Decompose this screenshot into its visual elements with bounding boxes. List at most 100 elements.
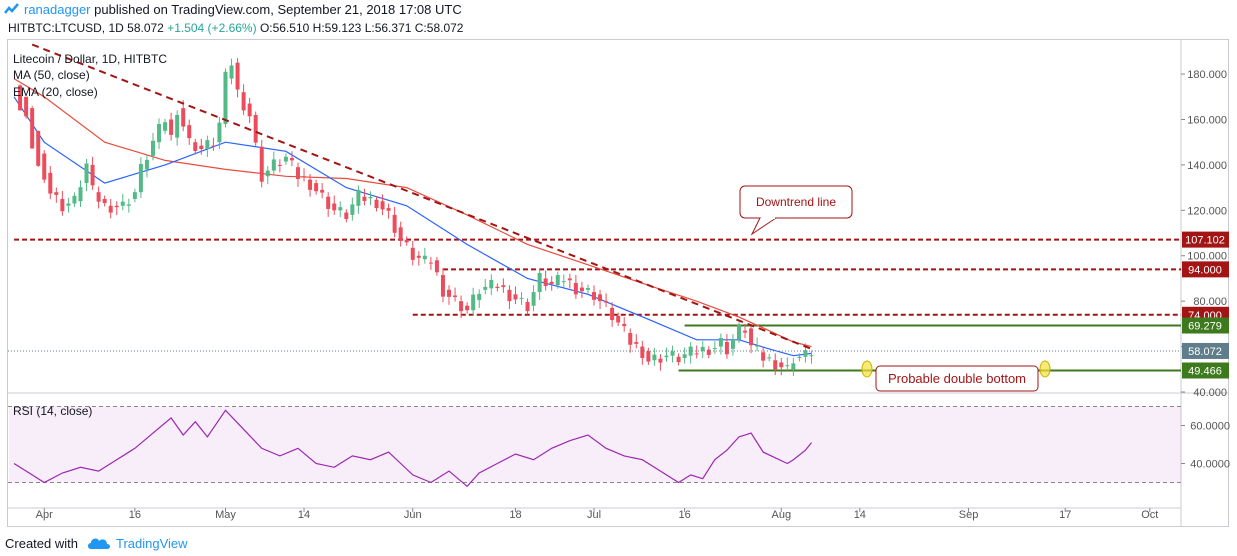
candle-body: [664, 355, 669, 358]
candle-body: [332, 203, 337, 211]
candle-body: [453, 295, 458, 298]
symbol-infobar: HITBTC:LTCUSD, 1D 58.072 +1.504 (+2.66%)…: [8, 21, 463, 35]
candle-body: [561, 281, 566, 283]
time-tick-label: 16: [129, 509, 141, 521]
candle-body: [277, 164, 282, 166]
candle-body: [380, 201, 385, 210]
candle-body: [785, 365, 790, 367]
downtrend-callout-pointer: [750, 217, 777, 236]
price-tick-label: 40.000: [1193, 387, 1227, 399]
candle-body: [598, 294, 603, 302]
publish-bar: ranadagger published on TradingView.com,…: [0, 0, 1237, 20]
candle-body: [169, 119, 174, 135]
candle-body: [295, 167, 300, 179]
candle-body: [471, 294, 476, 311]
candle-body: [513, 294, 518, 300]
candle-body: [211, 145, 216, 147]
candle-body: [549, 281, 554, 284]
candle-body: [670, 351, 675, 356]
candle-body: [495, 286, 500, 288]
candle-body: [501, 285, 506, 288]
candle-body: [138, 163, 143, 193]
candle-body: [592, 292, 596, 300]
candle-body: [579, 287, 584, 292]
candle-body: [724, 342, 729, 355]
candle-body: [54, 192, 59, 195]
change-value: +1.504 (+2.66%): [167, 21, 257, 35]
candle-body: [308, 179, 313, 190]
tradingview-brand-link[interactable]: TradingView: [116, 536, 188, 551]
candle-body: [477, 293, 482, 301]
close-value: C:58.072: [414, 21, 464, 35]
footer: Created with TradingView: [0, 531, 1237, 556]
candle-body: [573, 282, 578, 295]
candle-body: [706, 349, 711, 355]
candle-body: [646, 351, 651, 362]
price-tick-label: 120.000: [1187, 205, 1227, 217]
high-value: H:59.123: [312, 21, 362, 35]
candle-body: [344, 212, 349, 219]
price-tick-label: 140.000: [1187, 160, 1227, 172]
candle-body: [96, 192, 101, 202]
open-value: O:56.510: [259, 21, 310, 35]
rsi-tick-label: 40.0000: [1190, 459, 1230, 471]
candle-body: [712, 347, 717, 349]
candle-body: [108, 205, 113, 213]
level-label-69.279: 69.279: [1188, 321, 1222, 333]
candle-body: [320, 189, 325, 193]
candle-body: [622, 323, 627, 327]
candle-body: [755, 345, 760, 347]
candle-body: [489, 279, 494, 289]
candle-body: [66, 203, 71, 206]
candle-body: [289, 158, 294, 161]
last-price: 58.072: [127, 21, 164, 35]
candle-body: [271, 159, 276, 171]
low-value: L:56.371: [364, 21, 412, 35]
candle-body: [362, 196, 367, 201]
downtrend-callout-box: [739, 185, 853, 219]
candle-body: [465, 305, 470, 311]
candle-body: [265, 170, 270, 177]
candle-body: [223, 71, 228, 125]
candle-body: [761, 352, 766, 361]
candle-body: [767, 357, 772, 359]
time-tick-label: Aug: [771, 509, 791, 521]
candle-body: [658, 358, 663, 363]
time-tick-label: 17: [1059, 509, 1071, 521]
level-tag-94.000: [1182, 261, 1229, 278]
candle-body: [616, 315, 621, 323]
double-bottom-marker-2: [1039, 360, 1051, 378]
candle-body: [743, 330, 748, 333]
candle-body: [736, 325, 741, 340]
time-tick-label: 16: [678, 509, 690, 521]
candle-body: [604, 301, 609, 303]
tradingview-cloud-icon: [88, 538, 110, 549]
author-link[interactable]: ranadagger: [24, 2, 91, 17]
last-price-label: 58.072: [1188, 346, 1222, 358]
candle-body: [779, 362, 784, 368]
candle-body: [144, 159, 149, 170]
rsi-line: [13, 409, 812, 488]
candle-body: [132, 192, 137, 199]
price-tick-label: 180.000: [1187, 69, 1227, 81]
candle-body: [356, 189, 361, 206]
candle-body: [688, 346, 693, 356]
candle-body: [428, 262, 433, 264]
legend-ma: MA (50, close): [13, 68, 90, 82]
candle-body: [555, 275, 560, 286]
candle-body: [652, 354, 657, 361]
chart-panel: [7, 39, 1229, 527]
candle-body: [314, 183, 319, 192]
candle-body: [338, 207, 343, 211]
time-tick-label: May: [215, 509, 236, 521]
candle-body: [259, 146, 264, 182]
candle-body: [543, 278, 548, 286]
candle-body: [459, 301, 464, 312]
level-label-49.466: 49.466: [1188, 366, 1222, 378]
candle-body: [525, 301, 530, 312]
legend-title: Litecoin / Dollar, 1D, HITBTC: [13, 52, 168, 66]
double-bottom-callout-label: Probable double bottom: [888, 371, 1026, 386]
candle-body: [187, 125, 192, 139]
ma50-line: [13, 78, 812, 348]
